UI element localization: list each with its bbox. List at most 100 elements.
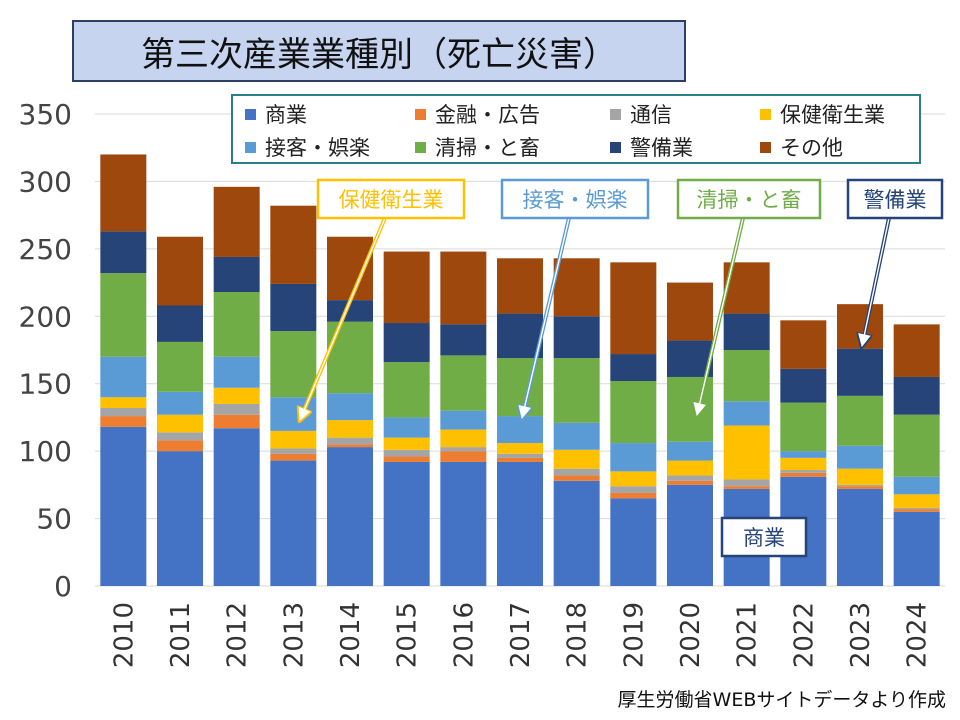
bar-segment — [327, 236, 373, 301]
annotation-label: 商業 — [743, 526, 785, 550]
y-tick-label: 250 — [19, 233, 72, 266]
bar-segment — [440, 251, 487, 325]
bar-segment — [893, 376, 940, 415]
bar-segment — [157, 236, 203, 306]
bar-segment — [157, 432, 203, 441]
bar-segment — [497, 358, 543, 417]
source-note: 厚生労働省WEBサイトデータより作成 — [617, 689, 946, 711]
bar-segment — [893, 494, 940, 508]
bar-segment — [837, 488, 883, 586]
bar-segment — [213, 186, 260, 257]
bar-segment — [270, 205, 317, 284]
bar-segment — [780, 320, 827, 369]
annotation-arrow-inner — [521, 217, 570, 419]
legend-label: 商業 — [265, 103, 307, 127]
annotation-label: 接客・娯楽 — [523, 188, 628, 212]
bar-segment — [213, 428, 260, 586]
legend-swatch — [760, 109, 771, 120]
bar-segment — [100, 407, 147, 417]
annotation-box — [676, 178, 822, 220]
bar-segment — [723, 425, 770, 480]
bar-segment — [723, 479, 770, 487]
bar-segment — [553, 480, 600, 586]
annotation-label: 警備業 — [864, 188, 927, 212]
bar-segment — [497, 258, 543, 314]
x-axis-ticks: 2010 2011 2012 2013 2014 2015 2016 2017 2018 2019… — [109, 602, 932, 668]
x-tick-label: 2023 — [846, 602, 876, 668]
bar-segment — [780, 402, 827, 452]
bar-segment — [213, 256, 260, 293]
bar-segment — [100, 416, 147, 427]
bar-segment — [610, 262, 657, 355]
bar-segment — [667, 376, 713, 442]
bar-segment — [100, 231, 147, 274]
annotation-label: 清掃・と畜 — [697, 188, 802, 212]
annotation-box — [500, 178, 650, 220]
x-tick-label: 2024 — [903, 602, 933, 668]
bar-segment — [327, 444, 373, 448]
bar-segment — [270, 430, 317, 449]
bar-segment — [157, 414, 203, 433]
y-tick-label: 300 — [19, 165, 72, 198]
bar-segment — [837, 484, 883, 487]
bar-segment — [723, 486, 770, 489]
bar-segment — [327, 393, 373, 421]
legend-swatch — [760, 142, 771, 153]
y-tick-label: 50 — [36, 503, 72, 536]
bar-segment — [327, 420, 373, 438]
bar-segment — [383, 437, 430, 450]
bar-segment — [213, 387, 260, 404]
bar-segment — [213, 292, 260, 357]
bar-segment — [837, 445, 883, 469]
bar-segment — [893, 511, 940, 586]
bar-segment — [213, 414, 260, 429]
bar-segment — [440, 324, 487, 356]
bar-segment — [213, 356, 260, 388]
bar-segment — [270, 331, 317, 398]
bar-segment — [837, 395, 883, 446]
x-tick-label: 2016 — [449, 602, 479, 668]
legend-label: 通信 — [630, 103, 672, 127]
x-tick-label: 2020 — [676, 602, 706, 668]
bar-segment — [610, 381, 657, 444]
y-tick-label: 150 — [19, 368, 72, 401]
bar-segment — [610, 498, 657, 586]
bar-segment — [610, 443, 657, 472]
bar-segment — [383, 456, 430, 462]
bar-segment — [383, 251, 430, 324]
bar-segment — [837, 304, 883, 349]
legend-swatch — [245, 142, 256, 153]
bar-segment — [780, 470, 827, 473]
bar-segment — [100, 426, 147, 586]
bar-segment — [780, 368, 827, 403]
bar-segment — [327, 321, 373, 394]
bar-segment — [497, 416, 543, 444]
bar-segment — [837, 486, 883, 489]
bar-segment — [383, 323, 430, 363]
bar-segment — [497, 457, 543, 462]
bar-segment — [553, 475, 600, 481]
bar-segment — [327, 300, 373, 322]
bar-segment — [553, 258, 600, 317]
bar-segment — [667, 460, 713, 476]
y-tick-label: 0 — [54, 570, 72, 603]
bar-segment — [667, 480, 713, 485]
bar-segment — [270, 460, 317, 586]
bar-segment — [213, 403, 260, 415]
bar-segment — [270, 448, 317, 454]
bar-segment — [497, 313, 543, 359]
y-tick-label: 350 — [19, 98, 72, 131]
bar-segment — [667, 441, 713, 461]
annotation-label: 保健衛生業 — [339, 188, 444, 212]
x-tick-label: 2013 — [279, 602, 309, 668]
x-tick-label: 2014 — [336, 602, 366, 668]
bar-segment — [440, 451, 487, 462]
bar-segment — [610, 492, 657, 499]
x-tick-label: 2018 — [563, 602, 593, 668]
bar-segment — [327, 437, 373, 445]
legend-label: 保健衛生業 — [780, 103, 885, 127]
bar-segment — [497, 461, 543, 586]
y-tick-label: 100 — [19, 435, 72, 468]
